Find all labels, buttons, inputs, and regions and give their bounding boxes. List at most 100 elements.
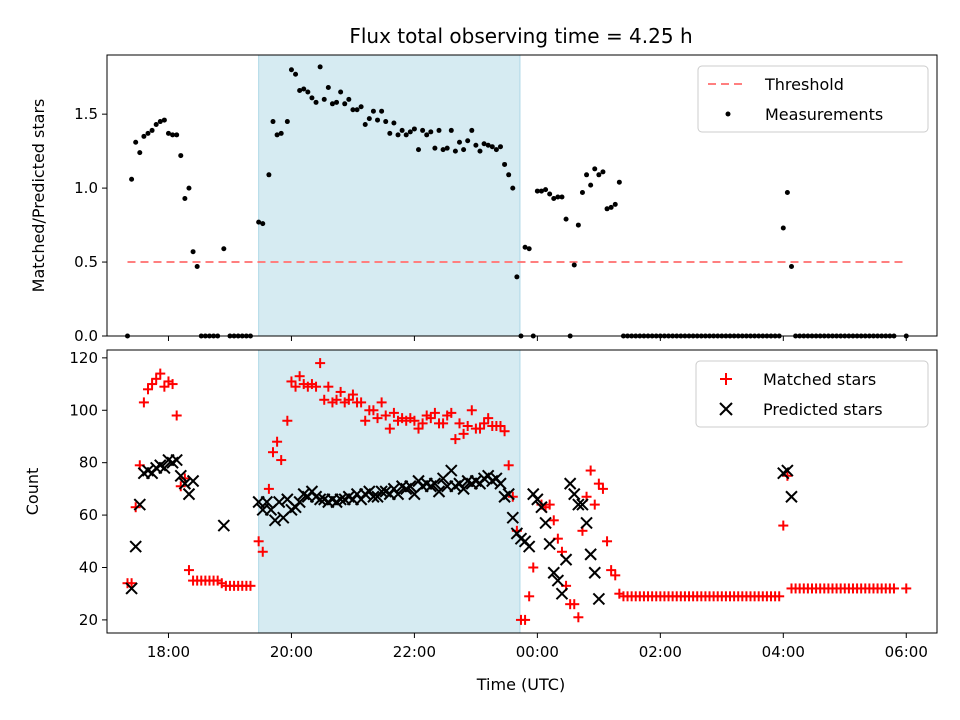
measurement-point: [293, 72, 298, 77]
y-tick-label: 0.5: [74, 253, 98, 271]
measurement-point: [449, 128, 454, 133]
matched-star-point: [778, 521, 788, 531]
legend-measurements-label: Measurements: [765, 105, 883, 124]
measurement-point: [396, 132, 401, 137]
measurement-point: [162, 118, 167, 123]
matched-star-point: [528, 562, 538, 572]
predicted-star-point: [188, 476, 199, 487]
measurement-point: [424, 132, 429, 137]
measurement-point: [576, 223, 581, 228]
matched-star-point: [184, 565, 194, 575]
bottom-highlight-span: [259, 350, 520, 633]
measurement-point: [596, 172, 601, 177]
measurement-point: [301, 87, 306, 92]
y-tick-label: 120: [69, 349, 98, 367]
measurement-point: [494, 147, 499, 152]
measurement-point: [359, 104, 364, 109]
measurement-point: [334, 100, 339, 105]
top-y-axis-label: Matched/Predicted stars: [29, 99, 48, 293]
measurement-point: [387, 131, 392, 136]
predicted-star-point: [589, 567, 600, 578]
measurement-point: [400, 128, 405, 133]
measurement-point: [141, 134, 146, 139]
measurement-point: [527, 246, 532, 251]
legend-measurements-swatch: [726, 112, 731, 117]
predicted-star-point: [565, 478, 576, 489]
measurement-point: [195, 264, 200, 269]
y-tick-label: 100: [69, 401, 98, 419]
legend-matched-label: Matched stars: [763, 370, 876, 389]
figure: Flux total observing time = 4.25 h 0.0 0.…: [0, 0, 960, 720]
measurement-point: [289, 67, 294, 72]
measurement-point: [150, 128, 155, 133]
predicted-star-point: [786, 491, 797, 502]
measurement-point: [432, 146, 437, 151]
measurement-point: [469, 128, 474, 133]
chart-title: Flux total observing time = 4.25 h: [349, 24, 692, 48]
legend-predicted-label: Predicted stars: [763, 400, 883, 419]
measurement-point: [490, 144, 495, 149]
measurement-point: [412, 126, 417, 131]
predicted-star-point: [593, 593, 604, 604]
predicted-star-point: [218, 520, 229, 531]
measurement-point: [445, 146, 450, 151]
measurement-point: [437, 128, 442, 133]
measurement-point: [408, 129, 413, 134]
predicted-star-point: [569, 489, 580, 500]
measurement-point: [609, 205, 614, 210]
bottom-x-ticks: 18:0020:0022:0000:0002:0004:0006:00: [147, 633, 928, 661]
bottom-panel: 20406080100120 18:0020:0022:0000:0002:00…: [23, 349, 937, 694]
measurement-point: [186, 186, 191, 191]
matched-star-point: [139, 397, 149, 407]
measurement-point: [420, 128, 425, 133]
measurement-point: [129, 177, 134, 182]
measurement-point: [498, 144, 503, 149]
measurement-point: [314, 100, 319, 105]
measurement-point: [322, 97, 327, 102]
measurement-point: [182, 196, 187, 201]
predicted-star-point: [581, 517, 592, 528]
predicted-star-point: [556, 588, 567, 599]
measurement-point: [514, 274, 519, 279]
measurement-point: [543, 187, 548, 192]
y-tick-label: 1.0: [74, 179, 98, 197]
measurement-point: [379, 109, 384, 114]
top-y-ticks: 0.00.51.01.5: [74, 105, 107, 345]
measurement-point: [600, 169, 605, 174]
measurement-point: [309, 95, 314, 100]
measurement-point: [617, 180, 622, 185]
measurement-point: [559, 194, 564, 199]
measurement-point: [580, 190, 585, 195]
measurement-point: [502, 162, 507, 167]
bottom-y-axis-label: Count: [23, 468, 42, 516]
measurement-point: [477, 149, 482, 154]
measurement-point: [318, 64, 323, 69]
x-tick-label: 04:00: [762, 643, 805, 661]
measurement-point: [154, 122, 159, 127]
measurement-point: [465, 138, 470, 143]
predicted-star-point: [130, 541, 141, 552]
measurement-point: [174, 132, 179, 137]
predicted-star-point: [540, 517, 551, 528]
measurement-point: [781, 226, 786, 231]
measurement-point: [221, 246, 226, 251]
measurement-point: [391, 121, 396, 126]
x-tick-label: 00:00: [516, 643, 559, 661]
x-axis-label: Time (UTC): [476, 675, 565, 694]
measurement-point: [178, 153, 183, 158]
top-highlight-span: [259, 55, 520, 336]
measurement-point: [363, 122, 368, 127]
x-tick-label: 22:00: [393, 643, 436, 661]
y-tick-label: 0.0: [74, 327, 98, 345]
matched-star-point: [549, 515, 559, 525]
measurement-point: [473, 143, 478, 148]
predicted-star-point: [561, 554, 572, 565]
measurement-point: [371, 109, 376, 114]
measurement-point: [383, 119, 388, 124]
measurement-point: [145, 131, 150, 136]
predicted-star-point: [585, 549, 596, 560]
matched-star-point: [602, 536, 612, 546]
measurement-point: [510, 186, 515, 191]
measurement-point: [133, 140, 138, 145]
x-tick-label: 02:00: [639, 643, 682, 661]
